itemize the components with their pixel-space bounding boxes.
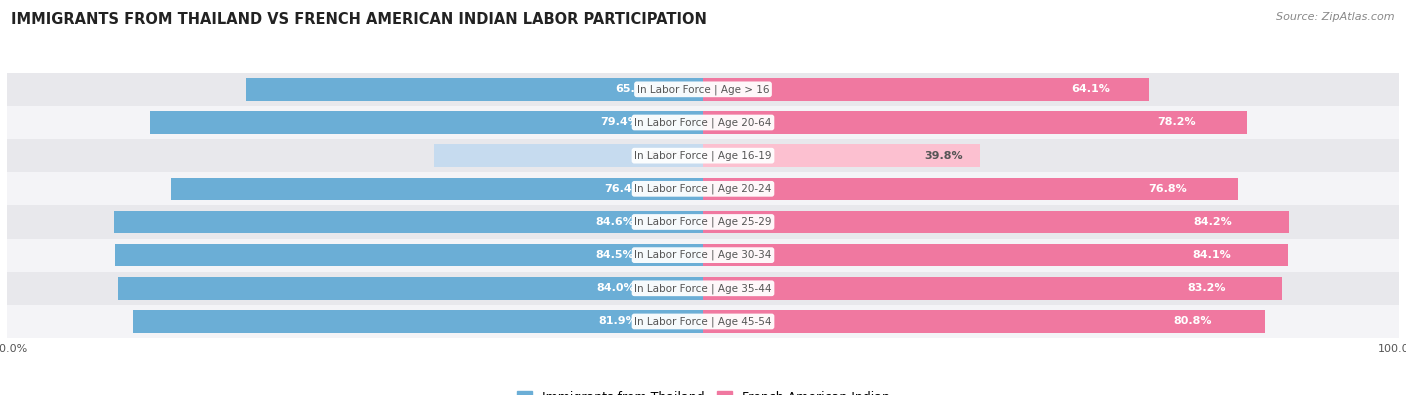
Bar [7, 305, 1399, 338]
Text: 64.1%: 64.1% [1071, 85, 1111, 94]
Bar [115, 244, 703, 266]
Bar [7, 239, 1399, 272]
Bar [703, 211, 1289, 233]
Text: 65.7%: 65.7% [614, 85, 654, 94]
Text: 80.8%: 80.8% [1173, 316, 1212, 326]
Text: IMMIGRANTS FROM THAILAND VS FRENCH AMERICAN INDIAN LABOR PARTICIPATION: IMMIGRANTS FROM THAILAND VS FRENCH AMERI… [11, 12, 707, 27]
Text: 78.2%: 78.2% [1157, 117, 1197, 128]
Text: In Labor Force | Age 20-24: In Labor Force | Age 20-24 [634, 184, 772, 194]
Bar [703, 111, 1247, 134]
Text: In Labor Force | Age 16-19: In Labor Force | Age 16-19 [634, 150, 772, 161]
Text: In Labor Force | Age > 16: In Labor Force | Age > 16 [637, 84, 769, 94]
Text: 81.9%: 81.9% [598, 316, 637, 326]
Bar [7, 172, 1399, 205]
Legend: Immigrants from Thailand, French American Indian: Immigrants from Thailand, French America… [512, 386, 894, 395]
Text: In Labor Force | Age 45-54: In Labor Force | Age 45-54 [634, 316, 772, 327]
Text: 79.4%: 79.4% [600, 117, 640, 128]
Text: In Labor Force | Age 20-64: In Labor Force | Age 20-64 [634, 117, 772, 128]
Text: In Labor Force | Age 25-29: In Labor Force | Age 25-29 [634, 217, 772, 227]
Text: In Labor Force | Age 30-34: In Labor Force | Age 30-34 [634, 250, 772, 260]
Text: 84.2%: 84.2% [1194, 217, 1232, 227]
Bar [7, 139, 1399, 172]
Bar [703, 78, 1149, 101]
Text: In Labor Force | Age 35-44: In Labor Force | Age 35-44 [634, 283, 772, 293]
Bar [134, 310, 703, 333]
Bar [7, 73, 1399, 106]
Text: 76.4%: 76.4% [603, 184, 643, 194]
Text: 76.8%: 76.8% [1149, 184, 1188, 194]
Text: 39.8%: 39.8% [925, 150, 963, 161]
Bar [118, 277, 703, 299]
Text: 38.7%: 38.7% [644, 150, 682, 161]
Bar [703, 145, 980, 167]
Bar [703, 277, 1282, 299]
Text: Source: ZipAtlas.com: Source: ZipAtlas.com [1277, 12, 1395, 22]
Bar [246, 78, 703, 101]
Bar [172, 177, 703, 200]
Bar [703, 310, 1265, 333]
Text: 84.5%: 84.5% [596, 250, 634, 260]
Bar [703, 177, 1237, 200]
Bar [114, 211, 703, 233]
Text: 83.2%: 83.2% [1188, 283, 1226, 293]
Bar [433, 145, 703, 167]
Text: 84.0%: 84.0% [596, 283, 634, 293]
Bar [7, 272, 1399, 305]
Text: 84.6%: 84.6% [595, 217, 634, 227]
Bar [703, 244, 1288, 266]
Text: 84.1%: 84.1% [1192, 250, 1232, 260]
Bar [7, 205, 1399, 239]
Bar [7, 106, 1399, 139]
Bar [150, 111, 703, 134]
